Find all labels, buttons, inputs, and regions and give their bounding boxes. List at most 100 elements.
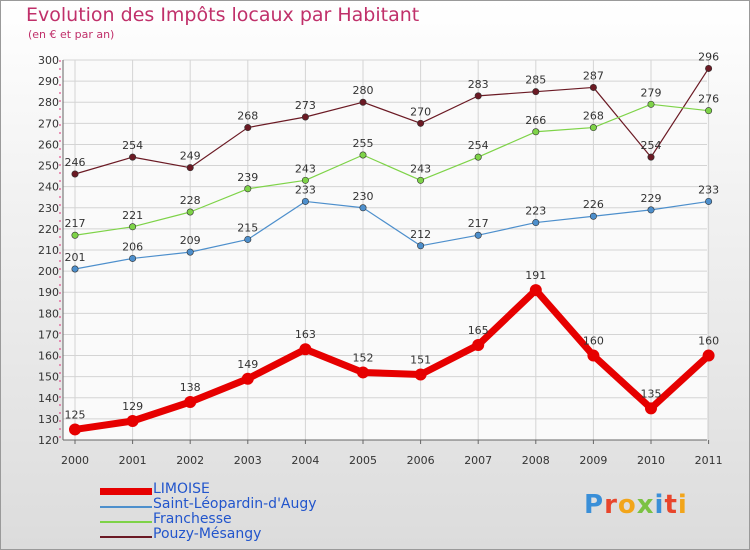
data-point — [589, 83, 597, 91]
data-label: 215 — [237, 221, 258, 234]
data-point — [186, 208, 194, 216]
data-point — [645, 402, 657, 415]
logo-letter: i — [654, 490, 665, 520]
x-tick-label: 2009 — [579, 454, 607, 467]
data-label: 254 — [122, 139, 143, 152]
data-point — [244, 235, 252, 243]
data-point — [705, 64, 713, 72]
data-label: 212 — [410, 228, 431, 241]
data-point — [474, 231, 482, 239]
data-label: 296 — [698, 50, 719, 63]
legend-label: Pouzy-Mésangy — [153, 526, 262, 542]
data-label: 287 — [583, 69, 604, 82]
data-label: 221 — [122, 209, 143, 222]
data-label: 254 — [641, 139, 662, 152]
data-point — [587, 349, 600, 362]
data-label: 283 — [468, 78, 489, 91]
data-point — [414, 368, 427, 381]
data-point — [532, 128, 540, 136]
data-point — [359, 204, 367, 212]
data-point — [184, 396, 197, 408]
x-tick-label: 2004 — [291, 454, 319, 467]
data-point — [589, 124, 597, 132]
data-point — [532, 219, 540, 227]
data-label: 249 — [180, 150, 201, 163]
data-label: 201 — [65, 251, 86, 264]
legend-swatch — [100, 506, 152, 508]
y-tick-label: 210 — [38, 244, 59, 257]
series-line-pouzy-m-sangy — [74, 67, 710, 175]
y-tick-label: 270 — [38, 117, 59, 130]
y-tick-label: 230 — [38, 202, 59, 215]
x-tick-label: 2011 — [695, 454, 723, 467]
legend-label: LIMOISE — [153, 481, 210, 497]
data-point — [705, 107, 713, 115]
chart-title: Evolution des Impôts locaux par Habitant — [26, 4, 420, 26]
data-label: 233 — [295, 183, 316, 196]
data-point — [705, 197, 713, 205]
y-tick-label: 290 — [38, 75, 59, 88]
data-point — [417, 242, 425, 250]
data-label: 266 — [525, 114, 546, 127]
series-line-limoise — [71, 286, 713, 433]
data-label: 243 — [410, 162, 431, 175]
x-tick-label: 2003 — [234, 454, 262, 467]
data-point — [474, 92, 482, 100]
data-label: 233 — [698, 183, 719, 196]
y-tick-label: 260 — [38, 138, 59, 151]
data-point — [359, 151, 367, 159]
y-tick-label: 180 — [38, 307, 59, 320]
data-label: 273 — [295, 99, 316, 112]
logo-letter: t — [664, 490, 678, 520]
data-point — [129, 223, 137, 231]
data-point — [647, 100, 655, 108]
x-tick-label: 2008 — [522, 454, 550, 467]
data-point — [69, 423, 81, 436]
y-tick-label: 250 — [38, 160, 59, 173]
data-label: 125 — [65, 408, 86, 421]
legend-swatch — [100, 536, 152, 538]
legend-label: Saint-Léopardin-d'Augy — [153, 496, 317, 512]
data-point — [301, 197, 309, 205]
data-point — [299, 343, 312, 356]
data-label: 268 — [237, 110, 258, 123]
data-label: 270 — [410, 105, 431, 118]
legend-swatch — [100, 521, 152, 523]
chart-subtitle: (en € et par an) — [28, 28, 115, 41]
data-point — [589, 212, 597, 220]
data-label: 165 — [468, 324, 489, 337]
data-label: 280 — [353, 84, 374, 97]
data-point — [129, 153, 137, 161]
data-point — [126, 415, 139, 427]
data-point — [301, 113, 309, 121]
data-label: 138 — [180, 381, 201, 394]
data-label: 209 — [180, 234, 201, 247]
data-point — [357, 366, 369, 379]
data-point — [71, 170, 79, 178]
data-point — [186, 248, 194, 256]
data-label: 149 — [237, 358, 258, 371]
data-label: 279 — [641, 86, 662, 99]
y-tick-label: 220 — [38, 223, 59, 236]
logo-letter: o — [617, 490, 637, 520]
data-label: 243 — [295, 162, 316, 175]
y-tick-label: 240 — [38, 181, 59, 194]
data-label: 254 — [468, 139, 489, 152]
y-tick-label: 140 — [38, 392, 59, 405]
series-line-franchesse — [74, 103, 710, 236]
y-tick-label: 120 — [38, 434, 59, 447]
data-label: 151 — [410, 354, 431, 367]
data-point — [647, 153, 655, 161]
y-tick-label: 190 — [38, 286, 59, 299]
data-point — [301, 176, 309, 184]
data-label: 246 — [65, 156, 86, 169]
x-tick-label: 2001 — [119, 454, 147, 467]
data-label: 255 — [353, 137, 374, 150]
data-point — [472, 339, 485, 351]
logo-letter: x — [636, 490, 655, 520]
data-point — [529, 284, 542, 297]
data-point — [186, 164, 194, 172]
y-tick-label: 130 — [38, 413, 59, 426]
y-tick-label: 280 — [38, 96, 59, 109]
data-label: 129 — [122, 400, 143, 413]
